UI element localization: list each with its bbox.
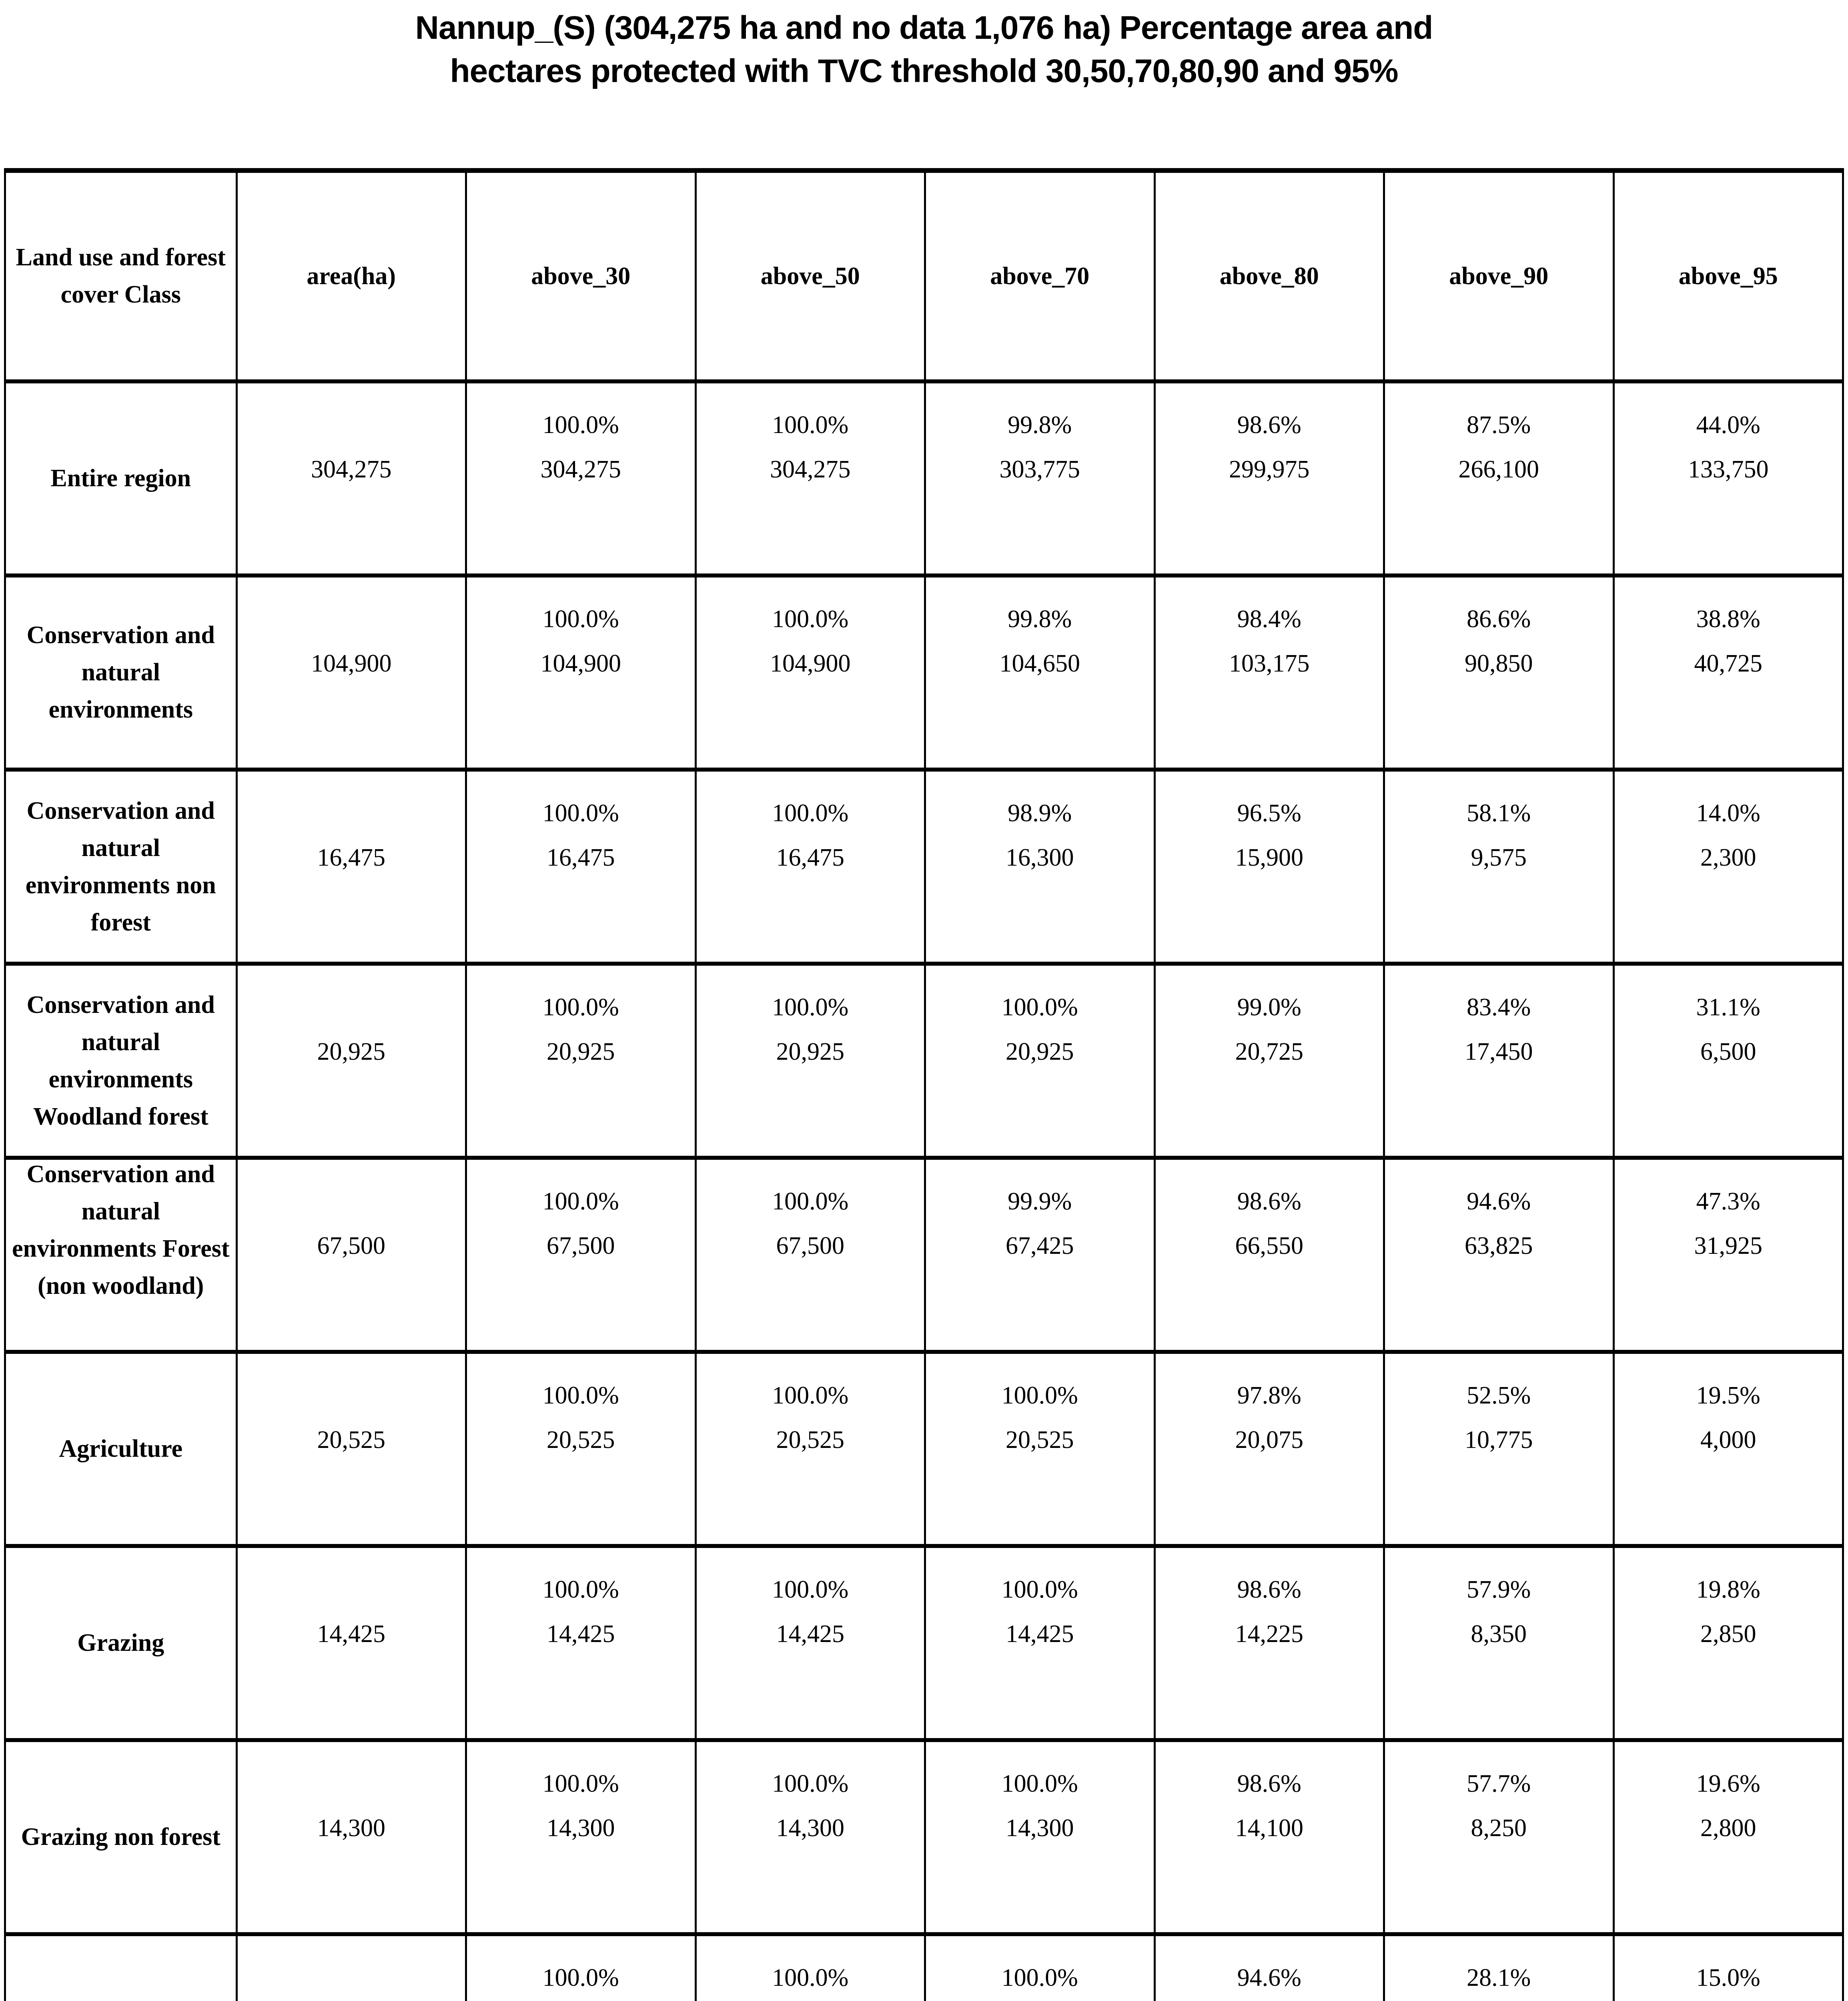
value-cell: 57.7% 8,250 [1383,1738,1613,1932]
value-cell: 100.0%4,175 [465,1932,695,2001]
area-cell: 304,275 [235,379,465,573]
value-cell: 83.4% 17,450 [1383,962,1613,1156]
value-cell: 100.0% 14,425 [924,1544,1154,1738]
value-cell: 38.8% 40,725 [1612,573,1842,768]
value-cell: 44.0% 133,750 [1612,379,1842,573]
value-cell: 100.0% 20,925 [924,962,1154,1156]
value-cell: 52.5% 10,775 [1383,1350,1613,1544]
column-header: above_95 [1612,173,1842,379]
data-table: Land use and forest cover Class area(ha) a… [4,168,1844,2001]
area-cell: 67,500 [235,1156,465,1350]
value-cell: 100.0% 67,500 [694,1156,924,1350]
column-header: area(ha) [235,173,465,379]
area-cell: 14,425 [235,1544,465,1738]
value-cell: 19.6% 2,800 [1612,1738,1842,1932]
row-label: Conservation and natural environments [6,573,236,768]
value-cell: 100.0% 20,525 [924,1350,1154,1544]
area-cell: 20,525 [235,1350,465,1544]
column-header: above_30 [465,173,695,379]
value-cell: 19.8% 2,850 [1612,1544,1842,1738]
row-label: Grazing non forest [6,1738,236,1932]
area-cell: 104,900 [235,573,465,768]
value-cell: 100.0% 20,525 [465,1350,695,1544]
title-line-1: Nannup_(S) (304,275 ha and no data 1,076… [415,10,1433,46]
value-cell: 14.0% 2,300 [1612,768,1842,962]
column-header: above_70 [924,173,1154,379]
value-cell: 99.8% 104,650 [924,573,1154,768]
title-line-2: hectares protected with TVC threshold 30… [450,53,1398,90]
value-cell: 100.0% 20,925 [465,962,695,1156]
column-header: above_80 [1153,173,1383,379]
value-cell: 100.0% 16,475 [465,768,695,962]
column-header: above_50 [694,173,924,379]
value-cell: 100.0%4,175 [924,1932,1154,2001]
row-label: Irrigation [6,1932,236,2001]
value-cell: 96.5% 15,900 [1153,768,1383,962]
value-cell: 98.6% 14,225 [1153,1544,1383,1738]
value-cell: 94.6%3,950 [1153,1932,1383,2001]
area-cell: 16,475 [235,768,465,962]
value-cell: 86.6% 90,850 [1383,573,1613,768]
column-header: above_90 [1383,173,1613,379]
value-cell: 100.0%4,175 [694,1932,924,2001]
value-cell: 100.0% 20,525 [694,1350,924,1544]
row-label: Grazing [6,1544,236,1738]
value-cell: 87.5% 266,100 [1383,379,1613,573]
value-cell: 100.0% 14,425 [694,1544,924,1738]
value-cell: 100.0% 20,925 [694,962,924,1156]
value-cell: 100.0% 67,500 [465,1156,695,1350]
value-cell: 100.0% 104,900 [694,573,924,768]
value-cell: 100.0% 104,900 [465,573,695,768]
value-cell: 100.0% 304,275 [694,379,924,573]
value-cell: 100.0% 14,425 [465,1544,695,1738]
value-cell: 97.8% 20,075 [1153,1350,1383,1544]
value-cell: 100.0% 304,275 [465,379,695,573]
value-cell: 98.9% 16,300 [924,768,1154,962]
value-cell: 47.3% 31,925 [1612,1156,1842,1350]
value-cell: 57.9% 8,350 [1383,1544,1613,1738]
value-cell: 100.0% 14,300 [465,1738,695,1932]
value-cell: 100.0% 14,300 [924,1738,1154,1932]
value-cell: 99.0% 20,725 [1153,962,1383,1156]
area-cell: 4,175 [235,1932,465,2001]
value-cell: 100.0% 16,475 [694,768,924,962]
value-cell: 98.6% 14,100 [1153,1738,1383,1932]
row-label: Conservation and natural environments no… [6,768,236,962]
value-cell: 15.0%625 [1612,1932,1842,2001]
value-cell: 31.1% 6,500 [1612,962,1842,1156]
value-cell: 99.9% 67,425 [924,1156,1154,1350]
value-cell: 98.6% 299,975 [1153,379,1383,573]
column-header: Land use and forest cover Class [16,244,226,308]
value-cell: 94.6% 63,825 [1383,1156,1613,1350]
value-cell: 98.6% 66,550 [1153,1156,1383,1350]
value-cell: 28.1%1,175 [1383,1932,1613,2001]
row-label: Agriculture [6,1350,236,1544]
value-cell: 100.0% 14,300 [694,1738,924,1932]
row-border-overlay [6,1156,1842,1160]
value-cell: 58.1% 9,575 [1383,768,1613,962]
page-title: Nannup_(S) (304,275 ha and no data 1,076… [0,6,1848,93]
row-label: Entire region [6,379,236,573]
row-label: Conservation and natural environments Fo… [6,1156,236,1350]
area-cell: 14,300 [235,1738,465,1932]
area-cell: 20,925 [235,962,465,1156]
value-cell: 19.5% 4,000 [1612,1350,1842,1544]
value-cell: 98.4% 103,175 [1153,573,1383,768]
row-label: Conservation and natural environments Wo… [6,962,236,1156]
value-cell: 99.8% 303,775 [924,379,1154,573]
